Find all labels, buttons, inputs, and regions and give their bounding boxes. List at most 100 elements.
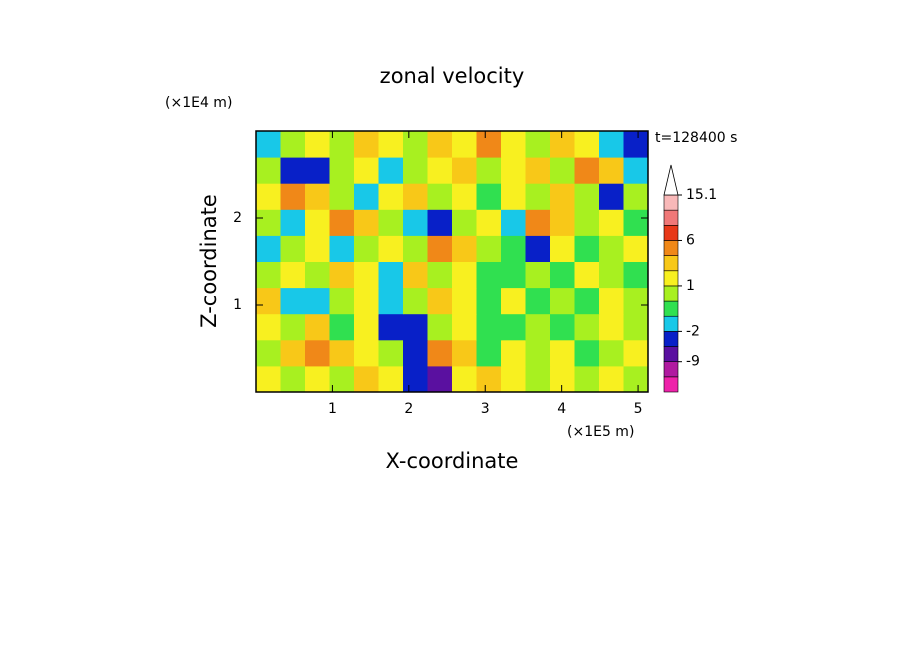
field-cell bbox=[501, 365, 526, 393]
field-cell bbox=[305, 235, 330, 262]
field-cell bbox=[280, 287, 306, 315]
field-cell bbox=[378, 365, 404, 393]
field-cell bbox=[378, 235, 404, 262]
contour-field bbox=[256, 131, 649, 393]
field-cell bbox=[623, 209, 649, 236]
colorbar-segment bbox=[663, 225, 679, 241]
field-cell bbox=[476, 365, 502, 393]
field-cell bbox=[550, 131, 575, 158]
field-cell bbox=[623, 365, 649, 393]
field-cell bbox=[280, 235, 306, 262]
field-cell bbox=[550, 365, 575, 393]
field-cell bbox=[476, 209, 502, 236]
colorbar-segment bbox=[663, 285, 679, 302]
field-cell bbox=[305, 287, 330, 315]
field-cell bbox=[623, 287, 649, 315]
colorbar-segment bbox=[663, 346, 679, 362]
field-cell bbox=[403, 287, 428, 315]
field-cell bbox=[599, 209, 624, 236]
field-cell bbox=[329, 235, 355, 262]
field-cell bbox=[280, 261, 306, 289]
field-cell bbox=[305, 313, 330, 341]
field-cell bbox=[525, 235, 551, 262]
field-cell bbox=[550, 235, 575, 262]
field-cell bbox=[329, 339, 355, 367]
field-cell bbox=[403, 235, 428, 262]
field-cell bbox=[378, 209, 404, 236]
field-cell bbox=[623, 131, 649, 158]
field-cell bbox=[525, 261, 551, 289]
field-cell bbox=[329, 183, 355, 210]
time-annotation: t=128400 s bbox=[655, 130, 737, 146]
field-cell bbox=[280, 183, 306, 210]
field-cell bbox=[427, 209, 453, 236]
field-cell bbox=[280, 157, 306, 184]
field-cell bbox=[525, 209, 551, 236]
field-cell bbox=[256, 183, 281, 210]
colorbar-segment bbox=[663, 361, 679, 378]
field-cell bbox=[574, 313, 600, 341]
field-cell bbox=[280, 339, 306, 367]
field-cell bbox=[476, 287, 502, 315]
field-cell bbox=[354, 183, 379, 210]
field-cell bbox=[550, 209, 575, 236]
field-cell bbox=[256, 261, 281, 289]
field-cell bbox=[574, 183, 600, 210]
field-cell bbox=[403, 339, 428, 367]
field-cell bbox=[574, 365, 600, 393]
axes bbox=[255, 130, 649, 393]
field-cell bbox=[623, 261, 649, 289]
field-cell bbox=[476, 157, 502, 184]
colorbar-tick-label: -2 bbox=[686, 323, 700, 339]
field-cell bbox=[403, 131, 428, 158]
field-cell bbox=[354, 365, 379, 393]
chart-title: zonal velocity bbox=[380, 64, 525, 88]
field-cell bbox=[378, 313, 404, 341]
field-cell bbox=[305, 209, 330, 236]
field-cell bbox=[354, 261, 379, 289]
field-cell bbox=[599, 287, 624, 315]
y-axis-label: Z-coordinate bbox=[197, 194, 221, 328]
field-cell bbox=[427, 235, 453, 262]
x-tick-label: 4 bbox=[557, 401, 566, 417]
field-cell bbox=[452, 235, 477, 262]
field-cell bbox=[550, 287, 575, 315]
field-cell bbox=[525, 157, 551, 184]
colorbar-segment bbox=[663, 376, 679, 393]
colorbar-segment bbox=[663, 331, 679, 347]
field-cell bbox=[599, 313, 624, 341]
field-cell bbox=[378, 339, 404, 367]
field-cell bbox=[280, 209, 306, 236]
field-cell bbox=[599, 261, 624, 289]
y-unit: (×1E4 m) bbox=[165, 95, 232, 111]
x-axis-label: X-coordinate bbox=[386, 449, 519, 473]
field-cell bbox=[305, 339, 330, 367]
field-cell bbox=[525, 287, 551, 315]
field-cell bbox=[476, 183, 502, 210]
field-cell bbox=[599, 157, 624, 184]
field-cell bbox=[574, 209, 600, 236]
field-cell bbox=[403, 157, 428, 184]
field-cell bbox=[574, 157, 600, 184]
field-cell bbox=[305, 157, 330, 184]
field-cell bbox=[452, 209, 477, 236]
field-cell bbox=[501, 183, 526, 210]
colorbar-segment bbox=[663, 194, 679, 211]
field-cell bbox=[305, 365, 330, 393]
colorbar-tick-label: 6 bbox=[686, 232, 695, 248]
field-cell bbox=[501, 157, 526, 184]
y-tick-label: 1 bbox=[233, 297, 242, 313]
field-cell bbox=[599, 183, 624, 210]
plot-frame bbox=[255, 130, 649, 393]
field-cell bbox=[256, 209, 281, 236]
field-cell bbox=[623, 183, 649, 210]
field-cell bbox=[452, 339, 477, 367]
field-cell bbox=[354, 339, 379, 367]
field-cell bbox=[403, 261, 428, 289]
field-cell bbox=[476, 131, 502, 158]
x-tick-label: 1 bbox=[328, 401, 337, 417]
field-cell bbox=[427, 261, 453, 289]
field-cell bbox=[550, 313, 575, 341]
